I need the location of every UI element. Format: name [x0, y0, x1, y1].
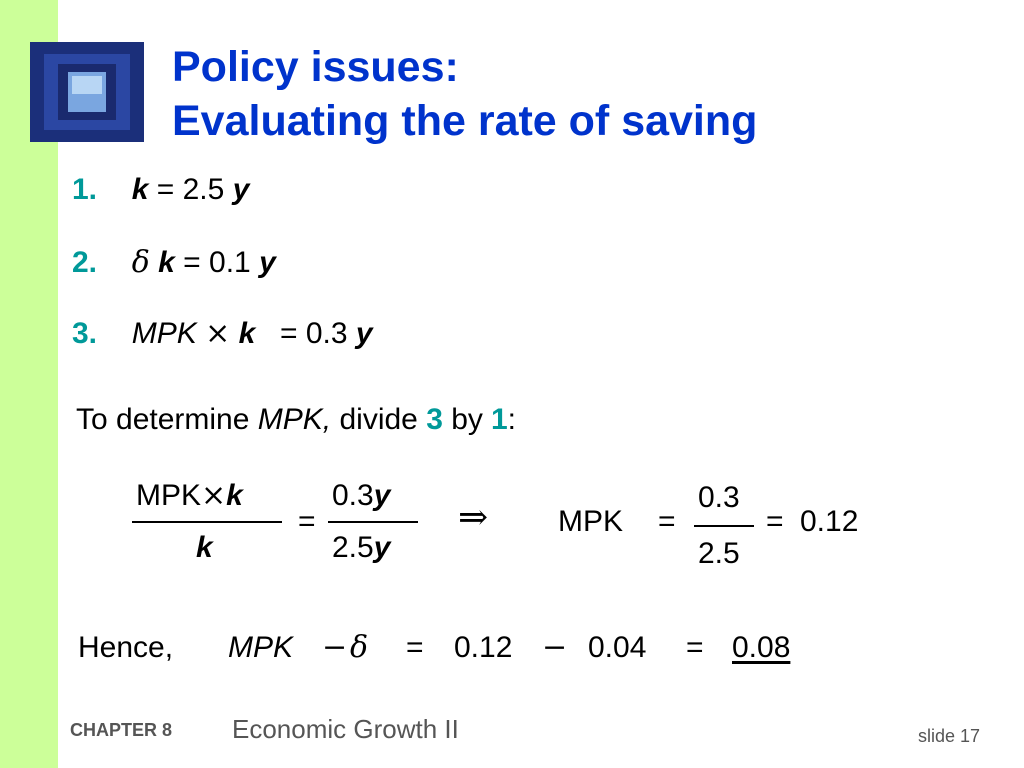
- minus-sign: −: [322, 630, 348, 665]
- var-k: k: [131, 173, 149, 206]
- title-line-1: Policy issues:: [172, 43, 459, 91]
- right-numerator: 0.3: [698, 481, 740, 514]
- var-k: k: [238, 317, 256, 350]
- instruction-mpk: MPK,: [257, 403, 332, 436]
- var-y: y: [232, 173, 250, 206]
- instruction-one: 1: [490, 403, 508, 436]
- list-item-3: 3. MPK × k = 0.3 y: [72, 316, 373, 352]
- equals-sign: =: [298, 505, 316, 538]
- footer-title: Economic Growth II: [232, 714, 459, 744]
- instruction-three: 3: [426, 403, 443, 436]
- instruction-mid: divide: [339, 403, 418, 436]
- right-denominator: 2.5: [698, 537, 740, 570]
- var-k: k: [226, 479, 243, 512]
- footer-chapter: CHAPTER 8: [70, 720, 173, 740]
- times-sign: ×: [201, 478, 227, 513]
- delta-symbol: δ: [131, 245, 150, 280]
- value-mpk: 0.12: [454, 631, 513, 664]
- left-denominator: k: [196, 531, 213, 564]
- list-number: 3.: [72, 317, 98, 350]
- var-y: y: [373, 479, 391, 512]
- coefficient: 0.3: [305, 317, 348, 350]
- mid-fraction-bar: [328, 521, 418, 523]
- equals-sign: =: [658, 505, 676, 538]
- equals-sign: =: [406, 631, 424, 664]
- mid-denominator: 2.5y: [332, 530, 390, 566]
- denominator-value: 2.5: [332, 531, 374, 564]
- var-mpk: MPK: [228, 631, 294, 664]
- final-result: 0.08: [732, 631, 791, 664]
- var-k: k: [158, 246, 175, 279]
- left-fraction-bar: [132, 521, 282, 523]
- instruction-pre: To determine: [76, 403, 250, 436]
- mpk-text: MPK: [136, 479, 202, 512]
- slide-number: slide 17: [918, 726, 981, 746]
- coefficient: 2.5: [182, 173, 225, 206]
- var-y: y: [373, 531, 391, 564]
- times-sign: ×: [205, 316, 231, 351]
- minus-sign: −: [542, 630, 568, 665]
- list-item-2: 2. δ k = 0.1 y: [72, 245, 276, 281]
- window-logo-image: [30, 42, 144, 142]
- implies-arrow: ⇒: [458, 497, 489, 538]
- instruction-line: To determine MPK, divide 3 by 1:: [76, 402, 516, 438]
- equals-sign: =: [279, 317, 298, 350]
- var-y: y: [355, 317, 373, 350]
- coefficient: 0.1: [209, 246, 251, 279]
- hence-label: Hence,: [78, 631, 174, 664]
- mid-numerator: 0.3y: [332, 478, 390, 514]
- list-number: 2.: [72, 246, 98, 279]
- equals-sign: =: [183, 246, 201, 279]
- slide-title: Policy issues: Evaluating the rate of sa…: [172, 40, 757, 148]
- instruction-by: by: [451, 403, 483, 436]
- instruction-colon: :: [507, 403, 516, 436]
- mpk-result: 0.12: [800, 505, 859, 538]
- equals-sign: =: [686, 631, 704, 664]
- delta-symbol: δ: [350, 630, 369, 665]
- equals-sign: =: [156, 173, 175, 206]
- var-y: y: [259, 246, 276, 279]
- equals-sign: =: [766, 505, 784, 538]
- numerator-value: 0.3: [332, 479, 374, 512]
- var-mpk: MPK: [131, 317, 197, 350]
- list-number: 1.: [72, 173, 98, 206]
- value-delta: 0.04: [588, 631, 647, 664]
- left-numerator: MPK×k: [136, 478, 243, 514]
- mpk-label: MPK: [558, 505, 624, 538]
- list-item-1: 1. k = 2.5 y: [72, 172, 249, 208]
- title-line-2: Evaluating the rate of saving: [172, 97, 758, 145]
- right-fraction-bar: [694, 525, 754, 527]
